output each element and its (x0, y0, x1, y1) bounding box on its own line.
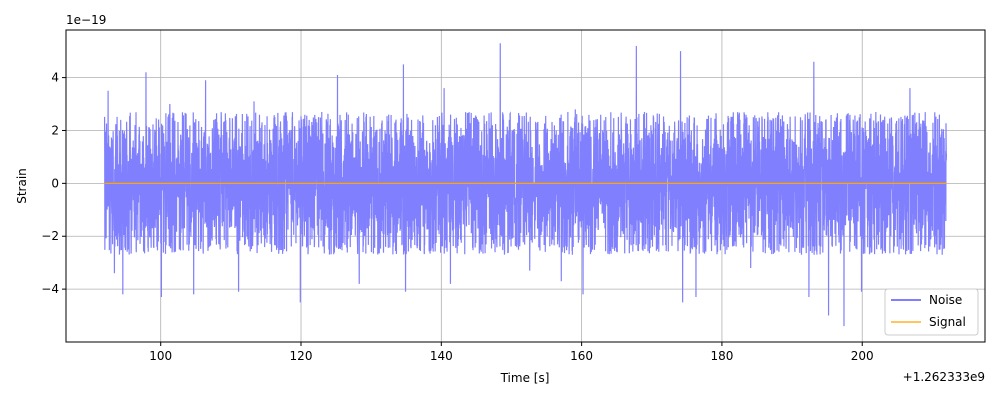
legend-noise-label: Noise (929, 293, 962, 307)
x-tick-label: 120 (290, 349, 313, 363)
y-tick-label: 2 (51, 123, 59, 137)
noise-line (103, 43, 948, 327)
x-axis: 100 120 140 160 180 200 (149, 342, 874, 363)
legend: Noise Signal (884, 288, 979, 336)
y-tick-label: −2 (41, 229, 59, 243)
x-tick-label: 160 (570, 349, 593, 363)
x-axis-label: Time [s] (500, 371, 550, 385)
x-offset-label: +1.262333e9 (903, 370, 985, 384)
plot-frame (65, 29, 986, 343)
x-tick-label: 100 (149, 349, 172, 363)
y-tick-label: −4 (41, 282, 59, 296)
y-scale-label: 1e−19 (66, 13, 106, 27)
x-tick-label: 200 (851, 349, 874, 363)
legend-signal-label: Signal (929, 315, 966, 329)
y-axis-label: Strain (15, 168, 29, 204)
noise-series (103, 43, 948, 327)
y-tick-label: 4 (51, 71, 59, 85)
y-axis: −4 −2 0 2 4 (41, 71, 66, 296)
x-tick-label: 180 (710, 349, 733, 363)
x-tick-label: 140 (430, 349, 453, 363)
y-tick-label: 0 (51, 176, 59, 190)
